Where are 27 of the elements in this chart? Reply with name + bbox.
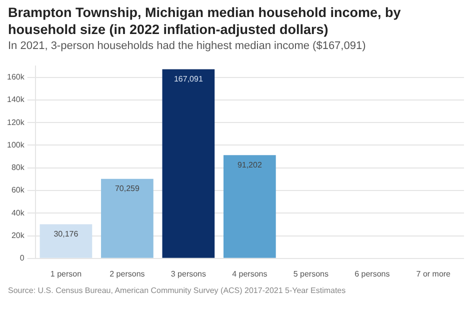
bar <box>223 155 276 258</box>
data-label: 30,176 <box>54 229 79 238</box>
y-tick-label: 0 <box>20 254 25 263</box>
source-note: Source: U.S. Census Bureau, American Community Survey (ACS) 2017-2021 5-Year Estimates <box>8 286 346 295</box>
y-tick-label: 160k <box>6 72 26 82</box>
y-tick-label: 60k <box>11 186 26 195</box>
bar <box>40 224 92 258</box>
data-label: 91,202 <box>237 160 262 170</box>
bar <box>162 69 215 258</box>
x-tick-label: 7 or more <box>416 269 452 278</box>
x-tick-label: 1 person <box>50 269 82 278</box>
y-tick-label: 80k <box>11 163 26 172</box>
x-tick-label: 3 persons <box>170 269 206 278</box>
data-label: 167,091 <box>174 74 204 84</box>
y-tick-label: 120k <box>6 118 26 127</box>
bar <box>101 178 154 258</box>
y-tick-label: 140k <box>6 95 26 104</box>
x-tick-label: 2 persons <box>110 269 145 278</box>
x-tick-label: 4 persons <box>232 269 268 278</box>
y-tick-label: 40k <box>11 208 26 218</box>
data-label: 70,259 <box>114 184 140 194</box>
x-tick-label: 5 persons <box>293 269 328 278</box>
x-tick-label: 6 persons <box>354 269 390 278</box>
chart-title: Brampton Township, Michigan median household income, by household size (in 2022 inflation-adjusted dollars) <box>8 4 402 38</box>
y-tick-label: 100k <box>6 140 26 150</box>
y-tick-label: 20k <box>11 230 26 240</box>
chart-subtitle: In 2021, 3-person households had the highest median income ($167,091) <box>8 40 366 52</box>
